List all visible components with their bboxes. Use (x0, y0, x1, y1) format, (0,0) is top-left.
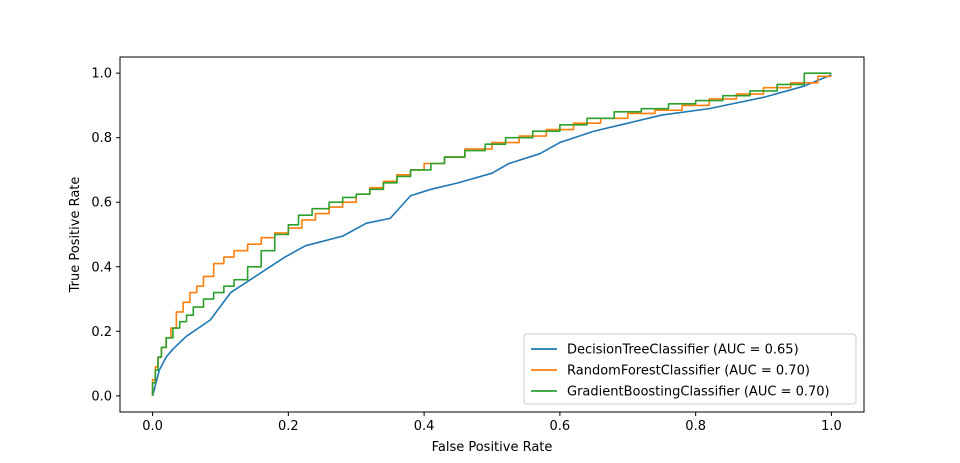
legend: DecisionTreeClassifier (AUC = 0.65) Rando… (523, 333, 857, 405)
x-tick-label: 0.6 (550, 419, 571, 434)
x-axis-label: False Positive Rate (432, 440, 553, 455)
legend-label-1: DecisionTreeClassifier (AUC = 0.65) (567, 343, 799, 358)
legend-box (523, 333, 857, 405)
x-tick-label: 0.2 (278, 419, 299, 434)
y-tick-label: 0.6 (91, 196, 112, 211)
x-axis-ticks: 0.0 0.2 0.4 0.6 0.8 1.0 (142, 412, 842, 434)
legend-label-3: GradientBoostingClassifier (AUC = 0.70) (567, 385, 830, 400)
series-line-1 (151, 74, 832, 397)
y-axis-label: True Positive Rate (68, 177, 83, 294)
y-tick-label: 0.2 (91, 325, 112, 340)
plot-frame (119, 56, 865, 413)
y-tick-label: 0.0 (91, 389, 112, 404)
y-tick-label: 0.4 (91, 260, 112, 275)
legend-label-2: RandomForestClassifier (AUC = 0.70) (567, 364, 810, 379)
series-lines (151, 72, 832, 397)
y-axis-ticks: 0.0 0.2 0.4 0.6 0.8 1.0 (91, 67, 120, 404)
x-tick-label: 1.0 (821, 419, 842, 434)
x-tick-label: 0.8 (685, 419, 706, 434)
y-tick-label: 0.8 (91, 131, 112, 146)
series-line-3 (151, 72, 832, 396)
x-tick-label: 0.4 (414, 419, 435, 434)
y-tick-label: 1.0 (91, 67, 112, 82)
x-tick-label: 0.0 (142, 419, 163, 434)
